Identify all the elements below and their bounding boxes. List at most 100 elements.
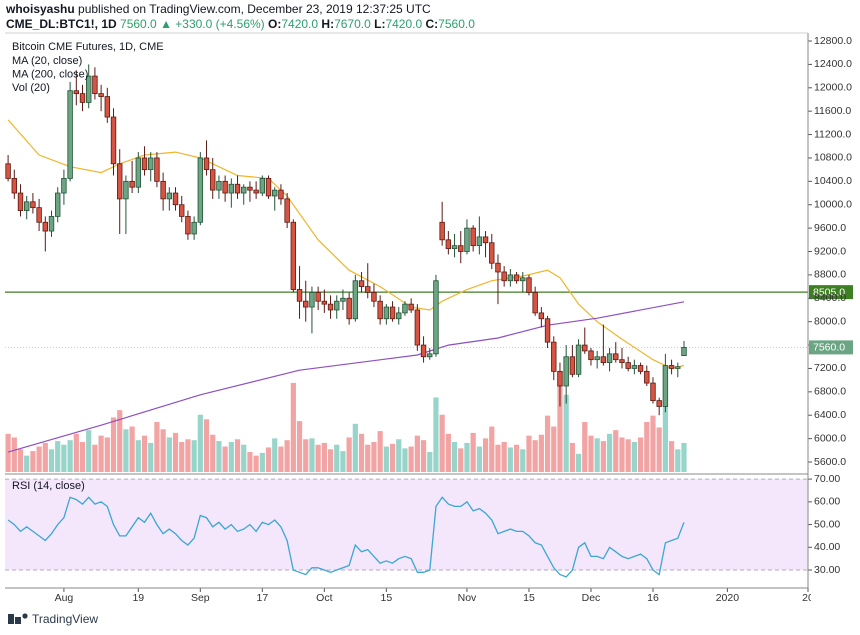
x-tick-label: 20 — [802, 592, 814, 604]
candle-body — [24, 201, 30, 211]
candle-body — [179, 204, 185, 217]
candle-body — [551, 341, 557, 372]
candle-body — [445, 239, 452, 249]
volume-bar — [203, 419, 210, 472]
rsi-band — [5, 479, 808, 571]
volume-bar — [197, 414, 203, 472]
last-price: 7560.0 — [120, 17, 157, 31]
volume-bar — [451, 442, 458, 472]
candle-body — [346, 297, 352, 320]
volume-bar — [377, 431, 383, 472]
volume-bar — [172, 432, 179, 472]
candle-body — [272, 189, 278, 197]
candle-body — [458, 245, 464, 252]
volume-bar — [563, 394, 569, 472]
candle-body — [681, 347, 687, 356]
candle-body — [557, 370, 563, 387]
x-tick-label: Dec — [582, 592, 601, 604]
volume-bar — [365, 444, 371, 472]
volume-bar — [507, 447, 513, 472]
candle-body — [600, 356, 607, 364]
y-tick-label: 8800.0 — [814, 269, 846, 281]
candle-body — [11, 178, 18, 194]
candle-body — [656, 400, 662, 407]
volume-bar — [489, 426, 495, 472]
volume-bar — [569, 442, 575, 472]
volume-bar — [458, 448, 464, 472]
candle-body — [234, 183, 241, 194]
author: whoisyashu — [5, 2, 75, 16]
volume-bar — [228, 442, 234, 472]
ohlc-value: 7420.0 — [281, 17, 318, 31]
symbol-line: CME_DL:BTC1!, 1D 7560.0 ▲ +330.0 (+4.56%… — [6, 17, 475, 31]
y-tick-label: 70.00 — [814, 473, 840, 485]
volume-bar — [321, 442, 327, 472]
candle-body — [36, 207, 42, 223]
candle-body — [265, 178, 272, 197]
volume-bar — [86, 430, 92, 472]
x-tick-label: 17 — [256, 592, 268, 604]
y-tick-label: 7200.0 — [814, 362, 846, 374]
ohlc-value: 7560.0 — [438, 17, 475, 31]
candle-body — [532, 292, 538, 314]
moving-average — [7, 119, 685, 370]
volume-bar — [160, 429, 166, 472]
volume-bar — [284, 440, 290, 472]
candle-body — [402, 303, 408, 314]
candle-body — [30, 201, 36, 209]
y-tick-label: 30.00 — [814, 564, 840, 576]
y-tick-label: 6400.0 — [814, 409, 846, 421]
candle-body — [451, 245, 458, 249]
last-price-box — [809, 340, 853, 355]
candle-body — [172, 192, 179, 206]
volume-bar — [501, 442, 507, 472]
published: published on TradingView.com, December 2… — [78, 2, 431, 16]
volume-bar — [73, 433, 79, 472]
candle-body — [197, 157, 204, 223]
candle-body — [489, 242, 495, 264]
candle-body — [482, 236, 489, 244]
candle-body — [98, 93, 104, 97]
candle-body — [5, 163, 11, 179]
volume-bar — [30, 451, 36, 472]
volume-bar — [92, 444, 98, 472]
candle-body — [613, 353, 619, 361]
volume-bar — [619, 437, 625, 472]
candle-body — [210, 169, 216, 191]
volume-bar — [191, 440, 197, 472]
volume-bar — [303, 439, 309, 472]
candle-body — [92, 75, 98, 95]
volume-bar — [179, 442, 185, 472]
volume-bar — [216, 441, 222, 472]
candle-body — [241, 186, 247, 194]
volume-bar — [594, 438, 600, 472]
candle-body — [464, 227, 470, 252]
volume-bar — [148, 442, 154, 472]
plot-area — [5, 64, 808, 578]
footer-brand: TradingView — [32, 612, 98, 626]
y-tick-label: 11600.0 — [814, 105, 851, 117]
candle-body — [538, 312, 545, 320]
candle-body — [309, 292, 315, 308]
volume-bar — [309, 438, 315, 472]
volume-bar — [681, 442, 687, 472]
x-tick-label: Aug — [55, 592, 74, 604]
candle-body — [637, 365, 644, 372]
volume-bar — [24, 455, 30, 472]
volume-bar — [222, 446, 228, 472]
candle-body — [575, 344, 582, 375]
candle-body — [216, 180, 222, 191]
candle-body — [321, 300, 328, 305]
volume-bar — [557, 379, 563, 472]
volume-bar — [36, 446, 42, 472]
volume-bar — [11, 437, 17, 472]
candle-body — [67, 90, 73, 179]
x-tick-label: 15 — [523, 592, 535, 604]
candle-body — [73, 90, 80, 95]
volume-bar — [340, 451, 346, 472]
x-tick-label: Oct — [316, 592, 332, 604]
x-tick-label: 2020 — [716, 592, 740, 604]
volume-bar — [123, 429, 129, 472]
volume-bar — [662, 399, 668, 472]
